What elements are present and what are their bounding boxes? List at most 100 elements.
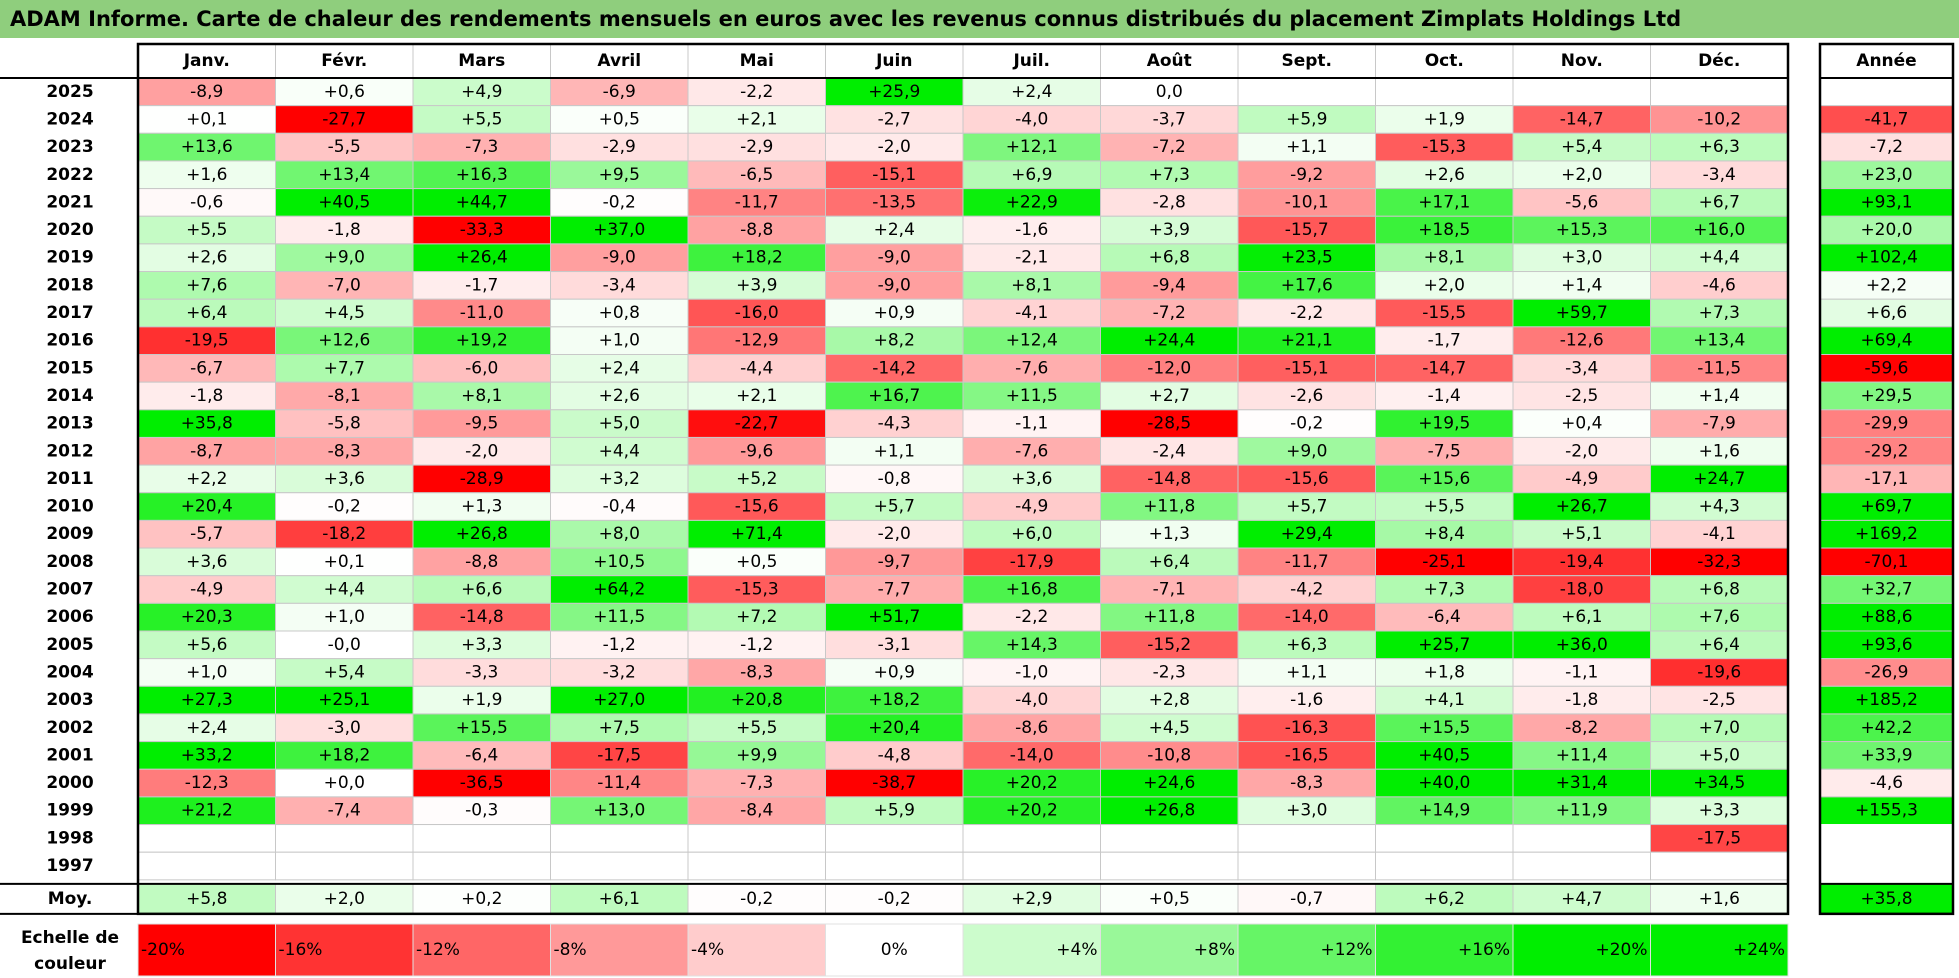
heat-cell-value: -7,9 bbox=[1703, 414, 1736, 434]
heat-cell bbox=[550, 436, 689, 466]
heat-cell-value: +3,9 bbox=[736, 275, 777, 295]
heat-cell-value: +0,9 bbox=[874, 303, 915, 323]
heat-cell bbox=[1512, 160, 1651, 190]
annual-frame bbox=[1818, 42, 1955, 916]
heat-cell bbox=[412, 436, 551, 466]
heat-cell bbox=[1512, 851, 1651, 881]
heat-cell-value: -12,0 bbox=[1147, 358, 1191, 378]
heat-cell-value: +6,0 bbox=[1011, 524, 1052, 544]
row-year-label: 2006 bbox=[46, 607, 93, 627]
heat-cell-value: +20,2 bbox=[1006, 773, 1058, 793]
heat-cell bbox=[1512, 741, 1651, 770]
annual-cell bbox=[1819, 851, 1954, 881]
heat-cell-value: -3,7 bbox=[1153, 109, 1186, 129]
average-cell-value: +1,6 bbox=[1699, 889, 1740, 909]
heat-cell bbox=[275, 685, 414, 715]
heat-cell-value: -5,5 bbox=[328, 137, 361, 157]
heat-cell-value: +35,8 bbox=[181, 414, 233, 434]
heat-cell-value: +7,5 bbox=[599, 718, 640, 738]
month-header-cell bbox=[962, 43, 1101, 79]
year-header-label: Année bbox=[1856, 51, 1916, 71]
heat-cell bbox=[412, 602, 551, 632]
heat-cell bbox=[1512, 492, 1651, 521]
heat-cell-value: +4,5 bbox=[1149, 718, 1190, 738]
heat-cell bbox=[825, 188, 964, 217]
heat-cell bbox=[1375, 602, 1514, 632]
heat-cell bbox=[962, 824, 1101, 853]
row-year-label: 2004 bbox=[46, 662, 93, 682]
heat-cell-value: -9,6 bbox=[740, 441, 773, 461]
heat-cell-value: -4,0 bbox=[1015, 109, 1048, 129]
heat-cell-value: +11,4 bbox=[1556, 745, 1608, 765]
heat-cell bbox=[962, 243, 1101, 273]
heat-cell bbox=[825, 658, 964, 687]
scale-swatch bbox=[137, 923, 276, 977]
month-header-label: Août bbox=[1147, 51, 1192, 71]
heat-cell bbox=[687, 381, 826, 411]
heat-cell-value: +24,6 bbox=[1143, 773, 1195, 793]
scale-swatch-label: -20% bbox=[141, 940, 185, 960]
heat-cell-value: -10,8 bbox=[1147, 745, 1191, 765]
heat-cell bbox=[275, 160, 414, 190]
heat-cell bbox=[412, 741, 551, 770]
heat-cell bbox=[412, 271, 551, 300]
row-year-label: 2013 bbox=[46, 414, 93, 434]
heat-cell bbox=[550, 713, 689, 743]
heat-cell bbox=[1237, 851, 1376, 881]
annual-cell bbox=[1819, 796, 1954, 826]
heat-cell-value: 0,0 bbox=[1156, 82, 1183, 102]
month-header-label: Janv. bbox=[183, 51, 230, 71]
heat-cell bbox=[962, 105, 1101, 134]
heat-cell-value: -11,7 bbox=[1285, 552, 1329, 572]
heat-cell-value: +13,0 bbox=[593, 801, 645, 821]
heat-cell-value: -0,2 bbox=[1290, 414, 1323, 434]
heat-cell-value: -2,0 bbox=[878, 524, 911, 544]
month-header-label: Juil. bbox=[1012, 51, 1050, 71]
heat-cell-value: -15,3 bbox=[735, 580, 779, 600]
heat-cell-value: -2,9 bbox=[740, 137, 773, 157]
heat-cell-value: -4,1 bbox=[1015, 303, 1048, 323]
scale-swatch-label: +20% bbox=[1595, 940, 1647, 960]
heat-cell-value: -25,1 bbox=[1422, 552, 1466, 572]
heat-cell-value: -14,7 bbox=[1560, 109, 1604, 129]
heat-cell-value: -1,6 bbox=[1290, 690, 1323, 710]
heat-cell-value: +29,4 bbox=[1281, 524, 1333, 544]
heat-cell-value: +4,5 bbox=[324, 303, 365, 323]
annual-cell-value: -29,9 bbox=[1865, 414, 1909, 434]
heat-cell bbox=[550, 326, 689, 356]
heat-cell bbox=[1237, 741, 1376, 770]
heat-cell-value: -1,2 bbox=[740, 635, 773, 655]
heat-cell bbox=[1650, 298, 1789, 328]
heat-cell-value: -38,7 bbox=[872, 773, 916, 793]
heat-cell-value: +9,9 bbox=[736, 745, 777, 765]
heat-cell-value: -14,7 bbox=[1422, 358, 1466, 378]
heat-cell-value: -19,5 bbox=[185, 331, 229, 351]
heat-cell bbox=[275, 132, 414, 162]
row-year-label: 2019 bbox=[46, 248, 93, 268]
heat-cell-value: -3,4 bbox=[1565, 358, 1598, 378]
heat-cell-value: +1,1 bbox=[1286, 137, 1327, 157]
heat-cell bbox=[825, 105, 964, 134]
heat-cell-value: +7,6 bbox=[186, 275, 227, 295]
heat-cell-value: -17,9 bbox=[1010, 552, 1054, 572]
heat-cell-value: +5,5 bbox=[736, 718, 777, 738]
heat-cell-value: +11,5 bbox=[1006, 386, 1058, 406]
heat-cell-value: -17,5 bbox=[1697, 828, 1741, 848]
heat-cell bbox=[1375, 630, 1514, 660]
heat-cell-value: -2,0 bbox=[878, 137, 911, 157]
heat-cell-value: +0,5 bbox=[599, 109, 640, 129]
heat-cell-value: +26,8 bbox=[456, 524, 508, 544]
heat-cell-value: -3,4 bbox=[603, 275, 636, 295]
heat-cell bbox=[412, 381, 551, 411]
heat-cell-value: +18,2 bbox=[731, 248, 783, 268]
heat-cell-value: -3,0 bbox=[328, 718, 361, 738]
heat-cell-value: +4,4 bbox=[1699, 248, 1740, 268]
heat-cell bbox=[1512, 409, 1651, 438]
month-header-label: Sept. bbox=[1281, 51, 1332, 71]
scale-swatch-label: +4% bbox=[1056, 940, 1097, 960]
annual-cell-value: +6,6 bbox=[1866, 303, 1907, 323]
scale-swatch-label: -8% bbox=[554, 940, 587, 960]
scale-swatch bbox=[412, 923, 551, 977]
heat-cell-value: -16,5 bbox=[1285, 745, 1329, 765]
